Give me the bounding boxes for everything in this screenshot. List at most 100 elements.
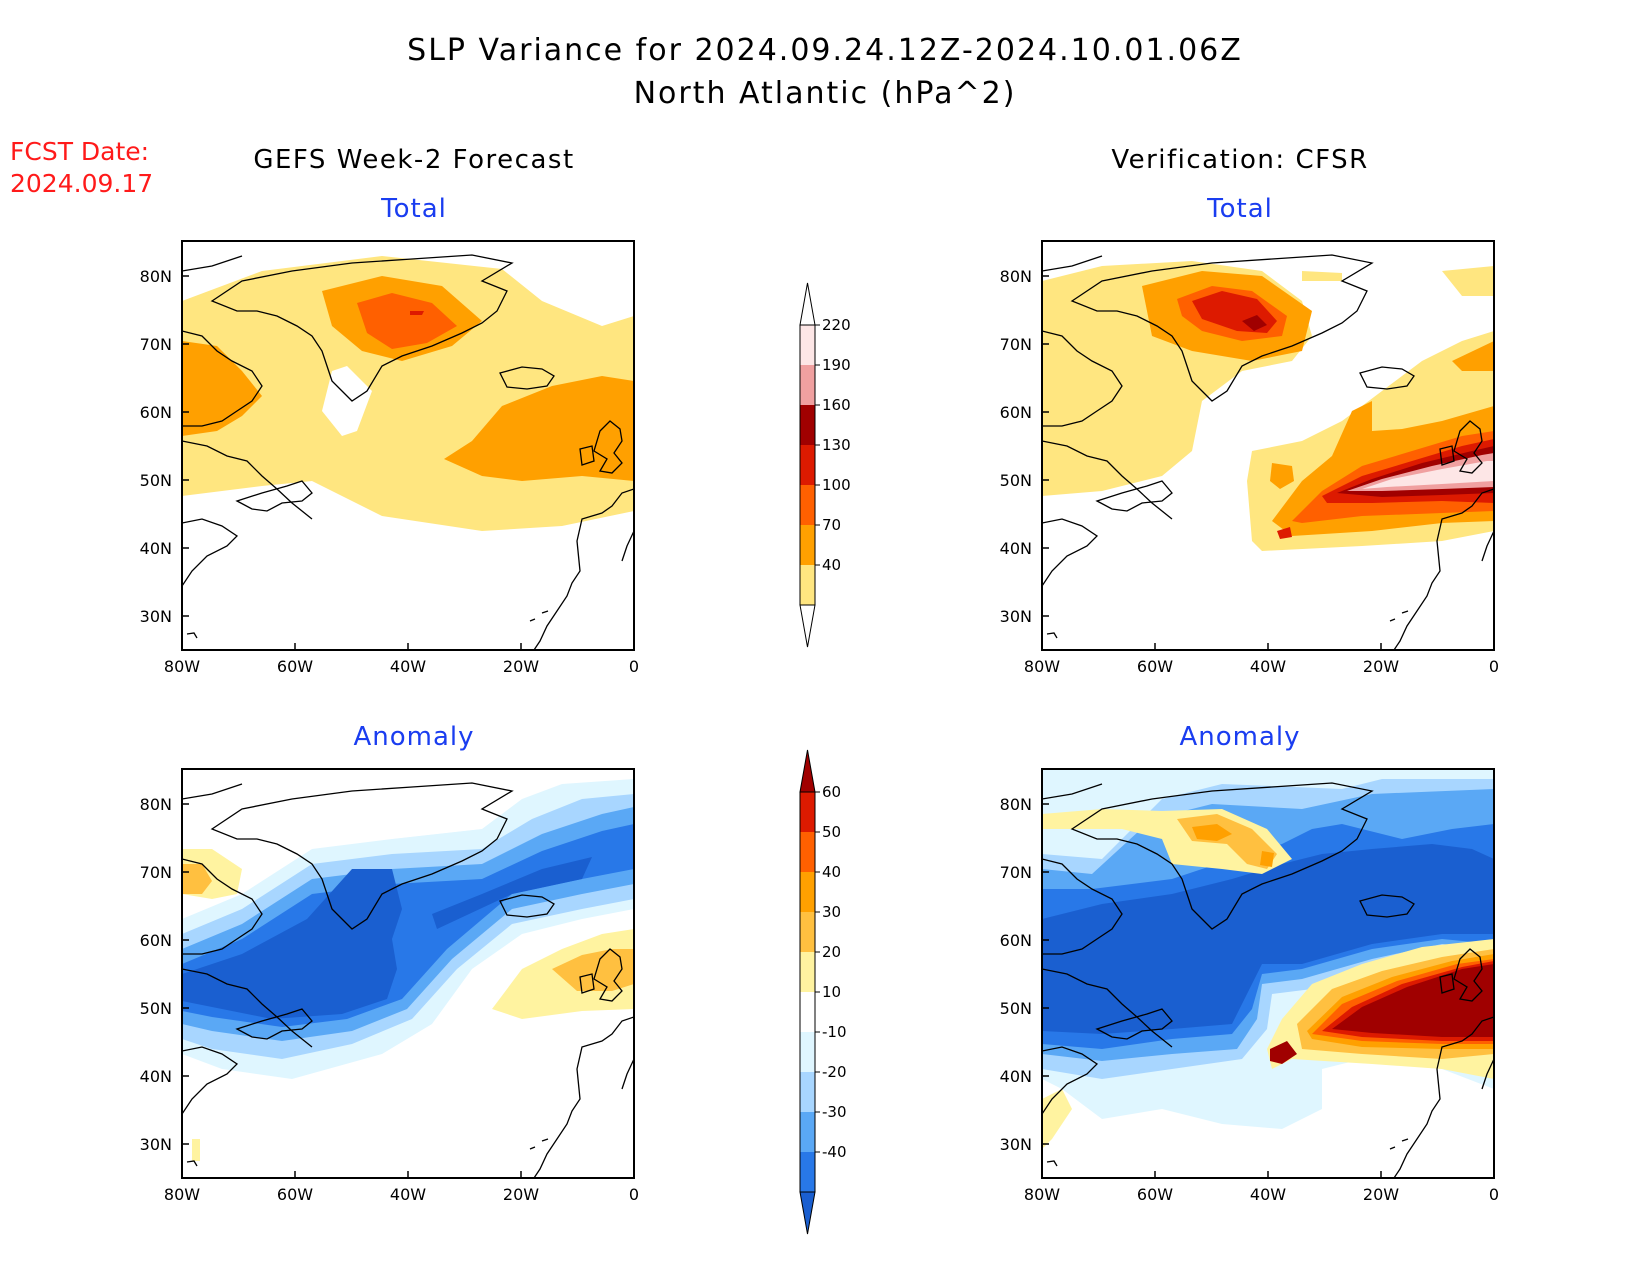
lat-tick-label: 80N xyxy=(1000,795,1032,814)
lon-tick-label: 20W xyxy=(1363,657,1399,676)
column-header-forecast: GEFS Week-2 Forecast xyxy=(253,145,574,175)
lat-tick-label: 70N xyxy=(1000,863,1032,882)
lon-tick-label: 20W xyxy=(503,1185,539,1204)
lon-tick-label: 40W xyxy=(1250,657,1286,676)
colorbar-total-label: 100 xyxy=(822,476,851,494)
colorbar-total-bin xyxy=(800,485,815,525)
lat-tick-label: 30N xyxy=(1000,1135,1032,1154)
lon-tick-label: 20W xyxy=(1363,1185,1399,1204)
lon-tick-label: 80W xyxy=(164,1185,200,1204)
colorbar-total-label: 220 xyxy=(822,316,851,334)
colorbar-anomaly-bin xyxy=(800,832,815,872)
shade-pos20-forecast-west xyxy=(182,864,212,894)
shade-160-verification-nw xyxy=(1242,315,1267,331)
colorbar-anomaly-cap-top xyxy=(799,749,816,793)
colorbar-total-bin xyxy=(800,525,815,565)
colorbar-total-label: 70 xyxy=(822,516,841,534)
colorbar-anomaly-bin xyxy=(800,872,815,912)
lon-tick-label: 40W xyxy=(390,657,426,676)
colorbar-total-bin xyxy=(800,565,815,605)
shade-pos10-verification-sw xyxy=(1042,1089,1072,1149)
shade-70-verification-sw xyxy=(1270,463,1294,489)
lon-tick-label: 40W xyxy=(390,1185,426,1204)
colorbar-total-cap-bottom xyxy=(799,604,816,648)
shade-below-neg40-forecast xyxy=(182,857,592,1019)
lon-tick-label: 0 xyxy=(1489,657,1499,676)
lat-tick-label: 50N xyxy=(140,471,172,490)
shade-70-forecast-east xyxy=(444,376,634,481)
subtitle-total-left: Total xyxy=(380,194,447,224)
figure-title-line2: North Atlantic (hPa^2) xyxy=(634,76,1017,111)
lat-tick-label: 60N xyxy=(1000,403,1032,422)
lat-tick-label: 70N xyxy=(1000,335,1032,354)
figure-title-line1: SLP Variance for 2024.09.24.12Z-2024.10.… xyxy=(407,33,1243,68)
shade-70-verification-ne xyxy=(1452,341,1494,371)
colorbar-anomaly-label: 50 xyxy=(822,823,841,841)
shade-70-forecast-labrador xyxy=(182,341,262,436)
lon-tick-label: 0 xyxy=(629,657,639,676)
lat-tick-label: 40N xyxy=(140,1067,172,1086)
column-header-verification: Verification: CFSR xyxy=(1111,145,1368,175)
subtitle-anomaly-right: Anomaly xyxy=(1179,722,1300,752)
shade-below-neg40-verification xyxy=(1042,844,1494,1034)
lat-tick-label: 80N xyxy=(140,267,172,286)
colorbar-total-label: 130 xyxy=(822,436,851,454)
colorbar-anomaly-label: 60 xyxy=(822,783,841,801)
colorbar-anomaly-bin xyxy=(800,912,815,952)
subtitle-anomaly-left: Anomaly xyxy=(353,722,474,752)
lat-tick-label: 80N xyxy=(140,795,172,814)
shade-pos30-verification-nw xyxy=(1192,824,1274,867)
colorbar-anomaly-bin xyxy=(800,1112,815,1152)
lon-tick-label: 80W xyxy=(1024,1185,1060,1204)
colorbar-anomaly-bin xyxy=(800,1152,815,1192)
colorbar-total: 220 190 160 130 100 70 40 xyxy=(799,282,851,648)
lon-tick-label: 80W xyxy=(164,657,200,676)
axes-layer: 80W 60W 40W 20W 0 80N 70N 60N 50N 40N 30N 80W 60W 40W… xyxy=(140,267,1499,1204)
map-panel-verification-anomaly xyxy=(1041,768,1495,1179)
shade-100-forecast-greenland xyxy=(357,293,457,349)
map-panel-forecast-anomaly xyxy=(181,768,635,1179)
colorbar-anomaly-label: -20 xyxy=(822,1063,847,1081)
lon-tick-label: 40W xyxy=(1250,1185,1286,1204)
lon-tick-label: 60W xyxy=(277,657,313,676)
shade-pos60-verification-small xyxy=(1270,1041,1297,1064)
lon-tick-label: 0 xyxy=(1489,1185,1499,1204)
lat-tick-label: 70N xyxy=(140,335,172,354)
colorbar-anomaly-cap-bottom xyxy=(799,1191,816,1235)
forecast-date-label: FCST Date: xyxy=(10,137,149,166)
lat-tick-label: 40N xyxy=(140,539,172,558)
map-panel-forecast-total xyxy=(181,240,635,651)
lat-tick-label: 30N xyxy=(1000,607,1032,626)
colorbar-total-bin xyxy=(800,445,815,485)
map-panel-verification-total xyxy=(1041,240,1495,651)
lat-tick-label: 40N xyxy=(1000,539,1032,558)
lon-tick-label: 60W xyxy=(277,1185,313,1204)
colorbar-total-bin xyxy=(800,365,815,405)
shade-pos20-forecast-east xyxy=(552,949,634,991)
lat-tick-label: 60N xyxy=(1000,931,1032,950)
lat-tick-label: 50N xyxy=(1000,999,1032,1018)
colorbar-anomaly-bin xyxy=(800,952,815,992)
subtitle-total-right: Total xyxy=(1206,194,1273,224)
lat-tick-label: 60N xyxy=(140,403,172,422)
colorbar-anomaly: 60 50 40 30 20 10 -10 -20 -30 -40 xyxy=(799,749,847,1235)
lat-tick-label: 30N xyxy=(140,1135,172,1154)
colorbar-anomaly-label: 10 xyxy=(822,983,841,1001)
lon-tick-label: 0 xyxy=(629,1185,639,1204)
colorbar-total-cap-top xyxy=(799,282,816,326)
lat-tick-label: 40N xyxy=(1000,1067,1032,1086)
lat-tick-label: 50N xyxy=(140,999,172,1018)
colorbar-total-label: 190 xyxy=(822,356,851,374)
colorbar-anomaly-label: 20 xyxy=(822,943,841,961)
colorbar-anomaly-label: 30 xyxy=(822,903,841,921)
colorbar-anomaly-label: 40 xyxy=(822,863,841,881)
shade-40-verification-ne xyxy=(1302,266,1494,296)
lon-tick-label: 20W xyxy=(503,657,539,676)
colorbar-total-bin xyxy=(800,405,815,445)
forecast-date-value: 2024.09.17 xyxy=(10,169,153,198)
lon-tick-label: 60W xyxy=(1137,657,1173,676)
lat-tick-label: 80N xyxy=(1000,267,1032,286)
colorbar-anomaly-bin xyxy=(800,792,815,832)
shade-130-verification-small xyxy=(1277,527,1292,539)
